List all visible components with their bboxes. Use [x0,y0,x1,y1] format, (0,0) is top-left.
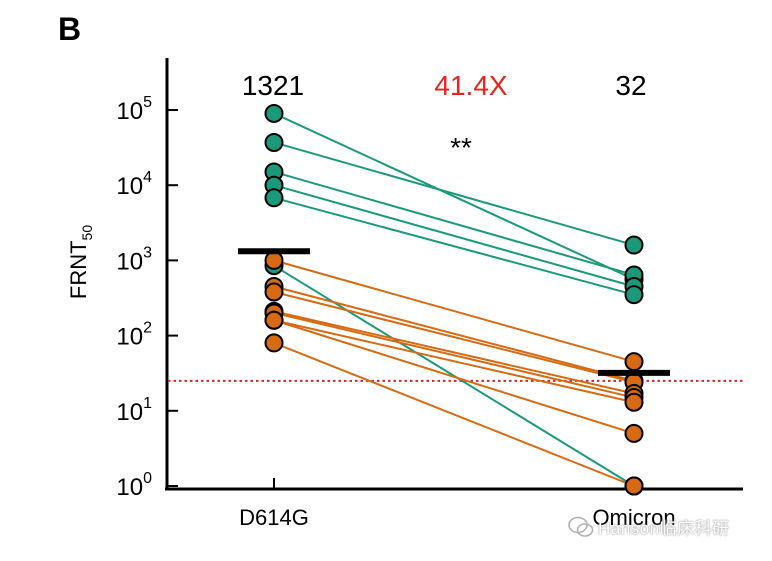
wechat-logo-icon [568,516,594,537]
fold-change-label: 41.4X [434,70,507,101]
y-tick-label: 104 [116,169,152,200]
pair-line-orange [273,319,635,435]
point-omicron-green [624,285,644,305]
x-axis: D614G Omicron [165,478,743,530]
y-tick-exponent: 1 [143,395,152,412]
gmt-label-omicron: 32 [615,70,646,101]
point-d614g-green [264,103,284,123]
point-d614g-orange [264,310,284,330]
point-omicron-orange [624,392,644,412]
pair-line-green [273,196,635,296]
significance-marker: ** [450,132,472,163]
point-omicron-green [624,235,644,255]
y-tick-label: 101 [116,395,152,426]
watermark: Hanson临床科研 [568,514,730,539]
point-d614g-green [264,188,284,208]
y-tick-exponent: 4 [143,169,152,186]
pair-line-orange [273,311,635,399]
points-d614g [264,103,284,353]
panel-label: B [58,11,81,47]
point-d614g-orange [264,333,284,353]
y-tick-exponent: 2 [143,320,152,337]
pair-line-green [273,112,635,281]
pair-line-orange [273,341,635,487]
y-tick-label: 105 [116,94,152,125]
x-label-d614g: D614G [239,505,309,530]
y-tick-base: 10 [116,474,143,501]
pair-line-orange [273,319,635,404]
point-omicron-orange [624,352,644,372]
point-omicron-orange [624,423,644,443]
point-omicron-orange [624,476,644,496]
y-tick-exponent: 3 [143,244,152,261]
x-label-omicron: Omicron [592,505,675,530]
gmt-label-d614g: 1321 [242,70,304,101]
y-tick-base: 10 [116,324,143,351]
y-tick-base: 10 [116,173,143,200]
pair-line-green [273,184,635,288]
y-tick-base: 10 [116,248,143,275]
pair-line-orange [273,291,635,384]
y-tick-label: 103 [116,244,152,275]
y-tick-exponent: 5 [143,94,152,111]
point-d614g-orange [264,282,284,302]
point-d614g-orange [264,250,284,270]
y-axis-label: FRNT50 [66,225,95,299]
point-d614g-green [264,132,284,152]
points-omicron [624,235,644,496]
pair-line-orange [273,310,635,395]
y-tick-exponent: 0 [143,470,152,487]
pair-line-orange [273,259,635,363]
pair-line-green [273,141,635,247]
pair-line-orange [273,285,635,382]
y-tick-label: 102 [116,320,152,351]
watermark-text: Hanson临床科研 [598,519,730,538]
pair-lines [273,112,635,487]
pair-line-green [273,170,635,276]
y-tick-base: 10 [116,399,143,426]
y-tick-label: 100 [116,470,152,501]
y-tick-base: 10 [116,98,143,125]
